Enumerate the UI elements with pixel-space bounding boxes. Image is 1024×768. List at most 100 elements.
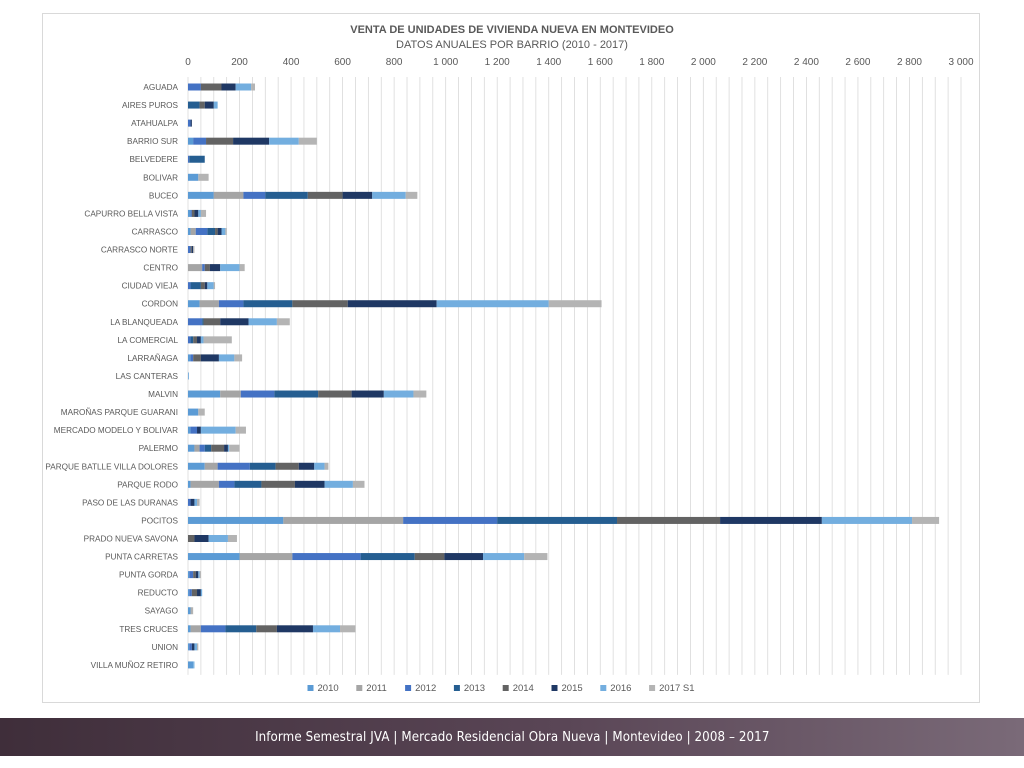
category-label: PALERMO xyxy=(139,444,178,453)
bar-segment xyxy=(188,661,194,669)
bar-segment xyxy=(188,336,191,344)
bar-segment xyxy=(200,336,204,344)
bar-segment xyxy=(194,535,209,542)
bar-segment xyxy=(444,553,484,561)
bar-segment xyxy=(215,227,218,235)
footer-banner: Informe Semestral JVA | Mercado Residenc… xyxy=(0,718,1024,756)
bar-segment xyxy=(190,227,196,235)
category-label: PARQUE RODO xyxy=(117,480,178,489)
category-label: LA BLANQUEADA xyxy=(110,318,178,327)
bar-segment xyxy=(197,336,201,344)
category-label: PARQUE BATLLE VILLA DOLORES xyxy=(45,462,178,471)
legend-swatch xyxy=(649,685,656,691)
category-label: CORDON xyxy=(142,300,178,309)
bar-segment xyxy=(188,282,191,290)
bar-segment xyxy=(188,372,189,380)
bar-segment xyxy=(275,462,299,470)
bar-segment xyxy=(202,318,204,326)
bar-segment xyxy=(199,300,219,308)
bar-segment xyxy=(188,553,240,561)
category-label: ATAHUALPA xyxy=(131,119,178,128)
category-label: BOLIVAR xyxy=(143,173,178,182)
bar-segment xyxy=(211,444,225,452)
bar-segment xyxy=(194,498,198,506)
bar-segment xyxy=(233,137,270,145)
legend: 2010 2011 2012 2013 2014 2015 2016 2017 S1 xyxy=(307,683,695,694)
bar-segment xyxy=(190,209,192,217)
bar-segment xyxy=(200,625,226,633)
x-tick-label: 1 800 xyxy=(639,57,664,68)
x-tick-label: 2 600 xyxy=(845,57,870,68)
bar-segment xyxy=(204,444,212,452)
category-label: BUCEO xyxy=(149,191,178,200)
x-tick-label: 400 xyxy=(283,57,300,68)
category-label: LARRAÑAGA xyxy=(127,353,178,363)
bar-segment xyxy=(188,535,195,542)
bar-segment xyxy=(191,589,198,597)
bar-segment xyxy=(188,173,199,181)
bar-segment xyxy=(314,462,325,470)
bar-segment xyxy=(383,390,414,398)
bar-segment xyxy=(197,589,201,597)
bar-segment xyxy=(218,300,244,308)
bar-segment xyxy=(195,227,208,235)
bar-segment xyxy=(360,553,415,561)
category-label: SAYAGO xyxy=(145,607,178,616)
legend-label: 2013 xyxy=(464,683,485,694)
bar-segment xyxy=(198,408,205,416)
legend-label: 2010 xyxy=(318,683,339,694)
bar-segment xyxy=(224,444,228,452)
footer-text: Informe Semestral JVA | Mercado Residenc… xyxy=(254,729,770,745)
category-label: PRADO NUEVA SAVONA xyxy=(84,535,179,544)
category-label: VILLA MUÑOZ RETIRO xyxy=(91,660,178,670)
bar-segment xyxy=(220,390,241,398)
bar-segment xyxy=(342,191,373,199)
bar-segment xyxy=(191,607,194,615)
bar-segment xyxy=(821,516,913,524)
category-label: AIRES PUROS xyxy=(122,101,179,110)
bar-segment xyxy=(188,462,205,470)
bar-segment xyxy=(229,444,240,452)
bar-segment xyxy=(188,408,199,416)
category-label: PASO DE LAS DURANAS xyxy=(82,498,178,507)
bar-segment xyxy=(221,83,236,91)
x-tick-label: 200 xyxy=(231,57,248,68)
stacked-bar-chart: VENTA DE UNIDADES DE VIVIENDA NUEVA EN M… xyxy=(45,24,974,694)
bar-segment xyxy=(340,625,356,633)
bar-segment xyxy=(217,227,222,235)
bar-segment xyxy=(190,625,201,633)
bar-segment xyxy=(197,426,201,434)
x-tick-label: 1 200 xyxy=(485,57,510,68)
bar-segment xyxy=(200,354,219,362)
bar-segment xyxy=(194,643,198,651)
x-tick-label: 0 xyxy=(185,57,191,68)
bar-segment xyxy=(188,516,284,524)
bar-segment xyxy=(413,390,427,398)
legend-label: 2014 xyxy=(513,683,534,694)
legend-swatch xyxy=(405,685,412,691)
bar-segment xyxy=(276,625,313,633)
bar-segment xyxy=(318,390,352,398)
x-tick-label: 2 000 xyxy=(691,57,716,68)
bar-segment xyxy=(352,480,365,488)
bar-segment xyxy=(312,625,341,633)
x-tick-label: 2 400 xyxy=(794,57,819,68)
bar-segment xyxy=(193,661,195,669)
bar-segment xyxy=(265,191,308,199)
x-tick-label: 1 000 xyxy=(433,57,458,68)
bar-segment xyxy=(256,625,277,633)
bar-segment xyxy=(188,246,191,254)
bar-segment xyxy=(234,480,262,488)
bar-segment xyxy=(200,426,236,434)
bar-segment xyxy=(240,390,275,398)
bar-segment xyxy=(274,390,319,398)
bar-segment xyxy=(198,209,201,217)
category-label: POCITOS xyxy=(141,516,178,525)
bar-segment xyxy=(188,589,190,597)
bar-segment xyxy=(912,516,940,524)
bar-segment xyxy=(189,571,194,579)
bar-segment xyxy=(203,318,221,326)
bar-segment xyxy=(199,101,205,109)
x-tick-label: 600 xyxy=(334,57,351,68)
category-label: UNION xyxy=(152,643,178,652)
